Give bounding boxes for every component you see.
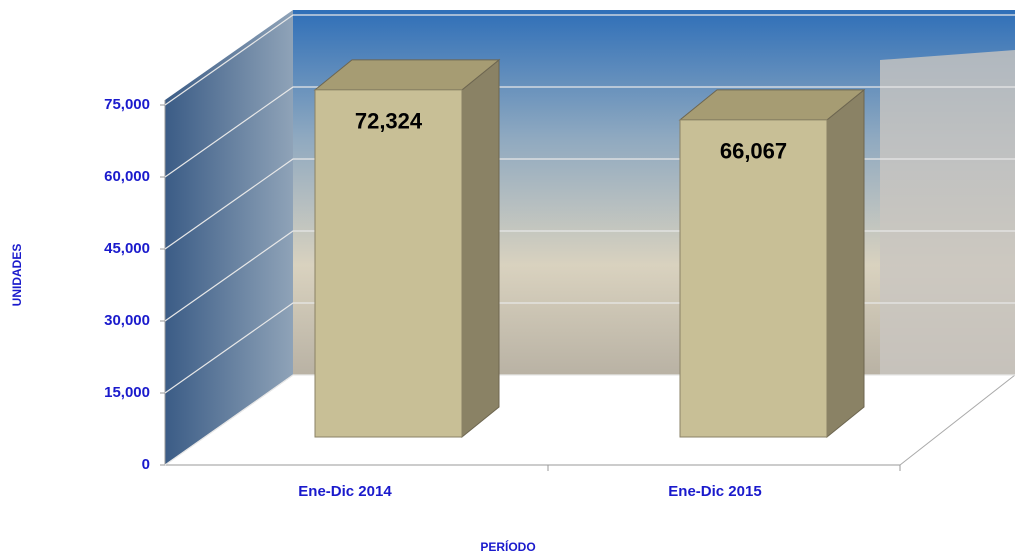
value-label: 72,324 xyxy=(355,109,423,134)
x-tick-label: Ene-Dic 2015 xyxy=(668,483,761,500)
x-tick-label: Ene-Dic 2014 xyxy=(298,483,392,500)
y-tick-label: 60,000 xyxy=(104,168,150,185)
y-tick-label: 45,000 xyxy=(104,240,150,257)
bar xyxy=(679,119,828,438)
y-tick-label: 0 xyxy=(142,456,150,473)
y-tick-label: 75,000 xyxy=(104,96,150,113)
bar xyxy=(314,89,463,438)
bar-side xyxy=(826,88,865,439)
photo-figure xyxy=(880,50,1015,375)
grid-line xyxy=(164,86,1015,178)
value-label: 66,067 xyxy=(720,139,787,164)
y-tick-label: 30,000 xyxy=(104,312,150,329)
y-tick-label: 15,000 xyxy=(104,384,150,401)
left-wall xyxy=(165,10,293,465)
floor xyxy=(163,374,1015,466)
grid-line xyxy=(164,374,1015,466)
grid-line xyxy=(164,14,1015,106)
y-axis-title: UNIDADES xyxy=(10,244,24,307)
x-axis-title: PERÍODO xyxy=(480,539,535,554)
bar-side xyxy=(461,58,500,439)
